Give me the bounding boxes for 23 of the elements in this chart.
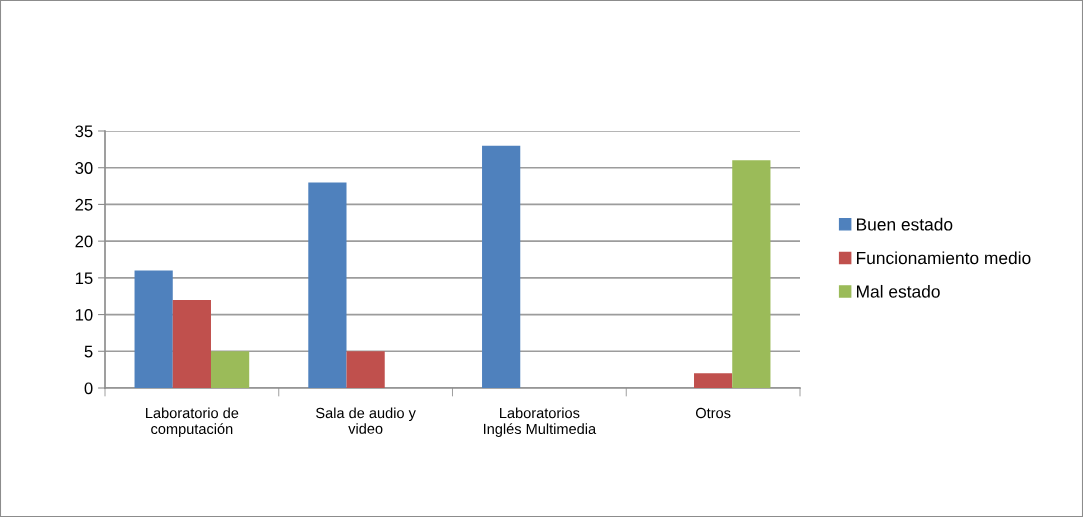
bar [172, 299, 211, 388]
y-tick-label: 30 [75, 162, 93, 174]
x-tick-label: Laboratorios Inglés Multimedia [483, 407, 597, 437]
x-tick-label: Sala de audio y video [316, 407, 416, 434]
bar [210, 351, 250, 388]
legend-label: Mal estado [857, 284, 940, 298]
y-tick-label: 10 [75, 308, 93, 321]
y-tick-label: 35 [75, 125, 93, 138]
y-tick-label: 0 [84, 382, 93, 395]
bar [134, 270, 173, 388]
bar [732, 160, 771, 388]
y-tick-label: 5 [84, 345, 93, 358]
bar [482, 145, 521, 388]
bar [694, 373, 733, 388]
legend-label: Funcionamiento medio [857, 251, 1031, 265]
bar [346, 351, 385, 388]
x-tick-label: Laboratorio de computación [146, 407, 239, 437]
y-tick-label: 25 [75, 198, 93, 211]
x-tick-label: Otros [695, 407, 731, 419]
y-tick-label: 20 [75, 235, 93, 248]
bar [308, 182, 347, 388]
legend-label: Buen estado [857, 217, 953, 231]
y-tick-label: 15 [75, 272, 93, 285]
